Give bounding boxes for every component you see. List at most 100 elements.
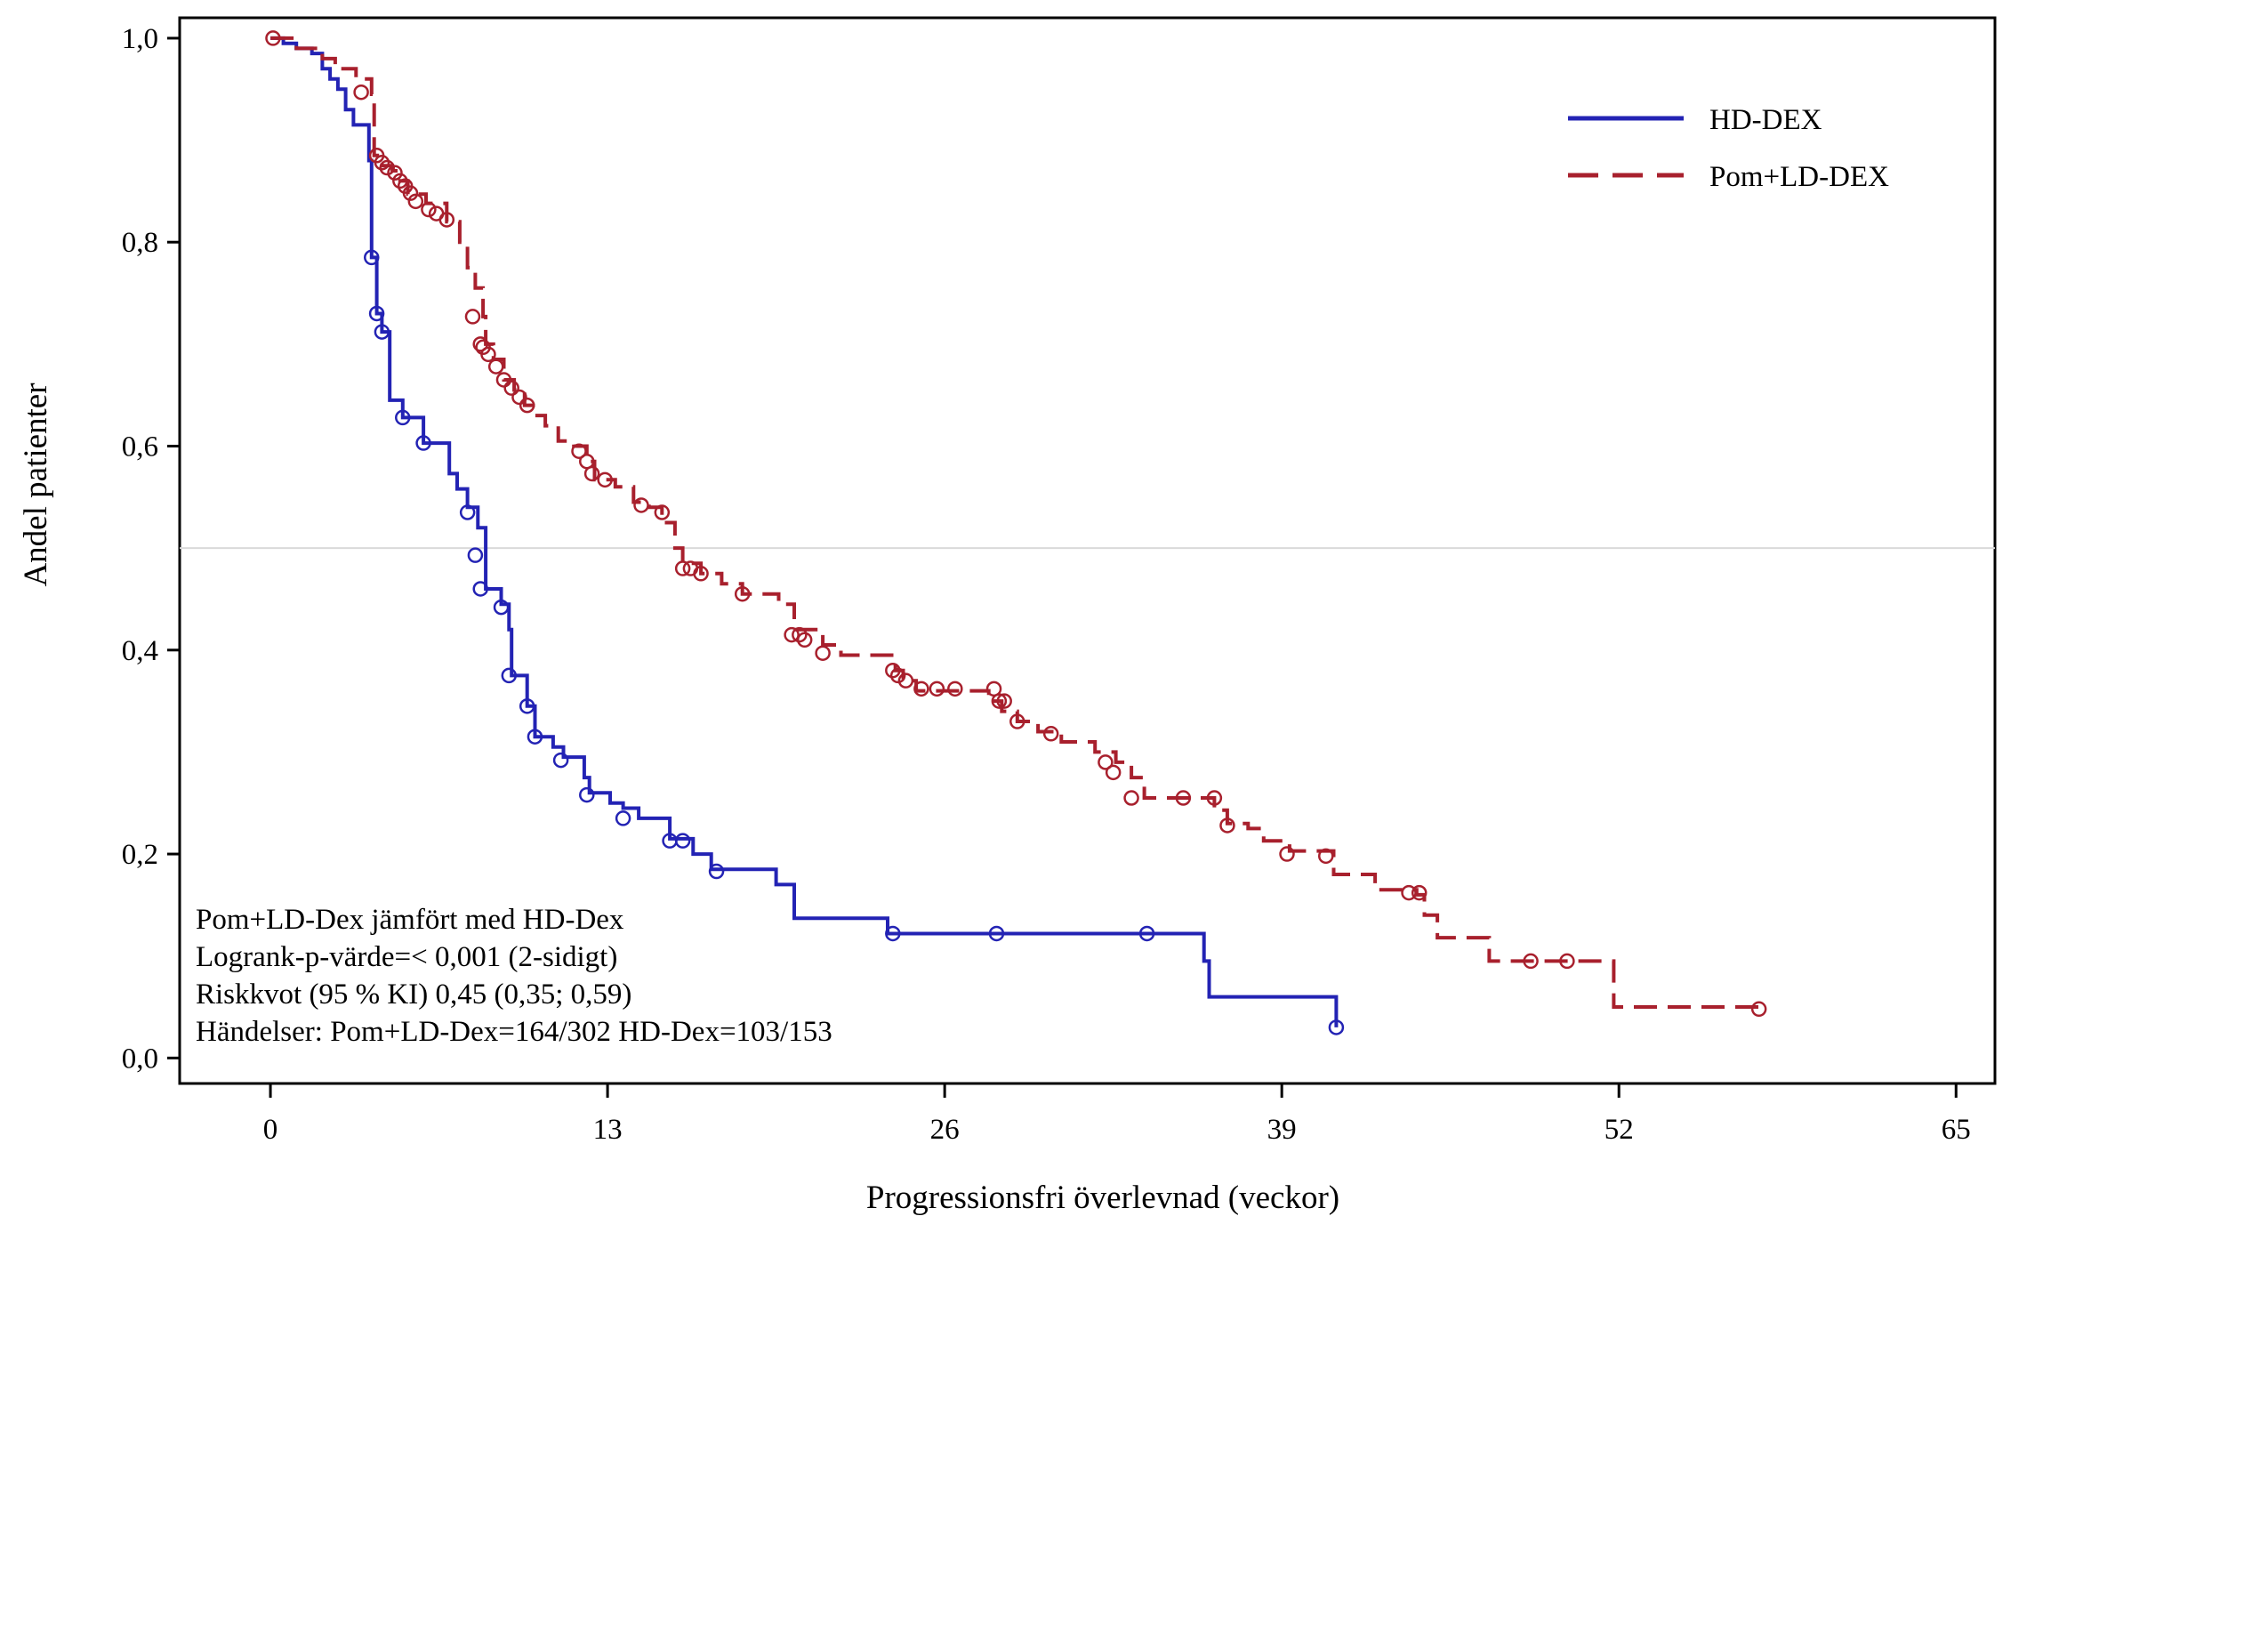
censor-marker-pom-ld-dex: [1206, 790, 1223, 806]
censor-marker-hd-dex: [467, 547, 484, 563]
x-tick-label: 0: [263, 1114, 278, 1146]
censor-marker-pom-ld-dex: [407, 193, 424, 210]
censor-marker-pom-ld-dex: [674, 560, 691, 576]
y-tick-label: 1,0: [122, 23, 158, 55]
censor-marker-pom-ld-dex: [1175, 790, 1192, 806]
censor-marker-pom-ld-dex: [734, 585, 751, 602]
censor-marker-hd-dex: [1138, 925, 1155, 942]
censor-marker-pom-ld-dex: [487, 358, 504, 375]
annotation-events: Händelser: Pom+LD-Dex=164/302 HD-Dex=103…: [196, 1016, 832, 1048]
censor-marker-pom-ld-dex: [1098, 754, 1114, 770]
censor-marker-pom-ld-dex: [792, 626, 808, 643]
censor-marker-pom-ld-dex: [889, 667, 906, 684]
censor-marker-pom-ld-dex: [503, 380, 519, 396]
legend-label-pom-ld-dex: Pom+LD-DEX: [1709, 161, 1889, 193]
censor-marker-pom-ld-dex: [438, 212, 455, 228]
censor-marker-pom-ld-dex: [991, 693, 1008, 709]
censor-marker-pom-ld-dex: [815, 645, 831, 661]
censor-marker-pom-ld-dex: [1105, 764, 1122, 781]
y-tick-label: 0,4: [122, 635, 158, 667]
censor-marker-pom-ld-dex: [654, 504, 671, 520]
censor-marker-pom-ld-dex: [379, 159, 396, 176]
series-line-hd-dex: [270, 36, 1339, 1027]
censor-marker-pom-ld-dex: [392, 173, 408, 189]
censor-marker-hd-dex: [1328, 1019, 1345, 1035]
censor-marker-hd-dex: [374, 324, 390, 340]
censor-marker-pom-ld-dex: [353, 84, 369, 101]
censor-marker-pom-ld-dex: [1401, 884, 1417, 901]
censor-marker-pom-ld-dex: [374, 155, 390, 171]
y-tick-label: 0,8: [122, 227, 158, 259]
annotation-logrank: Logrank-p-värde=< 0,001 (2-sidigt): [196, 941, 617, 973]
censor-marker-pom-ld-dex: [495, 372, 512, 388]
x-tick-label: 65: [1942, 1114, 1971, 1146]
censor-marker-pom-ld-dex: [1042, 726, 1059, 742]
annotation-hazard-ratio: Riskkvot (95 % KI) 0,45 (0,35; 0,59): [196, 979, 631, 1011]
censor-marker-pom-ld-dex: [913, 681, 929, 697]
censor-marker-hd-dex: [472, 581, 488, 597]
censor-marker-pom-ld-dex: [1411, 884, 1428, 901]
censor-marker-hd-dex: [579, 786, 595, 803]
y-tick-label: 0,0: [122, 1043, 158, 1075]
censor-marker-hd-dex: [501, 667, 518, 684]
legend: HD-DEX Pom+LD-DEX: [1568, 104, 1889, 193]
censor-marker-pom-ld-dex: [693, 566, 709, 582]
censor-marker-pom-ld-dex: [1219, 818, 1235, 834]
y-tick-label: 0,2: [122, 839, 158, 871]
series-line-pom-ld-dex: [270, 36, 1761, 1010]
censor-marker-pom-ld-dex: [519, 397, 535, 414]
censor-marker-pom-ld-dex: [511, 389, 527, 406]
censor-marker-hd-dex: [527, 729, 543, 745]
x-axis-title: Progressionsfri överlevnad (veckor): [866, 1180, 1339, 1216]
censor-marker-pom-ld-dex: [583, 465, 600, 482]
censor-marker-pom-ld-dex: [633, 497, 649, 513]
x-tick-label: 26: [930, 1114, 960, 1146]
censor-marker-pom-ld-dex: [480, 346, 496, 363]
censor-marker-pom-ld-dex: [1009, 713, 1025, 729]
y-tick-label: 0,6: [122, 431, 158, 463]
censor-marker-pom-ld-dex: [1279, 846, 1295, 862]
statistics-annotation: Pom+LD-Dex jämfört med HD-Dex Logrank-p-…: [196, 904, 832, 1048]
censor-marker-hd-dex: [415, 435, 431, 451]
censor-marker-pom-ld-dex: [597, 471, 613, 488]
censor-marker-hd-dex: [988, 925, 1005, 942]
censor-marker-pom-ld-dex: [1559, 953, 1575, 970]
censor-marker-pom-ld-dex: [402, 185, 419, 201]
censor-marker-pom-ld-dex: [265, 30, 281, 46]
censor-marker-hd-dex: [615, 810, 631, 826]
censor-marker-pom-ld-dex: [1317, 848, 1334, 865]
censor-marker-pom-ld-dex: [929, 681, 945, 697]
censor-marker-hd-dex: [368, 305, 385, 322]
x-tick-label: 52: [1604, 1114, 1634, 1146]
censor-marker-hd-dex: [395, 409, 411, 426]
censor-marker-hd-dex: [708, 863, 725, 880]
censor-marker-pom-ld-dex: [387, 165, 403, 181]
x-axis: 0 13 26 39 52 65: [263, 1083, 1971, 1146]
censor-marker-pom-ld-dex: [796, 632, 813, 648]
censor-marker-hd-dex: [519, 698, 535, 714]
censor-marker-hd-dex: [364, 249, 380, 266]
censor-marker-pom-ld-dex: [464, 309, 481, 325]
censor-marker-hd-dex: [493, 599, 510, 616]
censor-marker-hd-dex: [674, 833, 691, 849]
x-tick-label: 39: [1267, 1114, 1297, 1146]
censor-marker-pom-ld-dex: [1523, 953, 1539, 970]
censor-marker-pom-ld-dex: [472, 336, 488, 352]
censor-marker-pom-ld-dex: [885, 662, 901, 679]
y-axis: 0,0 0,2 0,4 0,6 0,8 1,0: [122, 23, 180, 1075]
annotation-comparison: Pom+LD-Dex jämfört med HD-Dex: [196, 904, 624, 936]
censor-marker-hd-dex: [885, 925, 901, 942]
censor-marker-pom-ld-dex: [784, 626, 800, 643]
censor-marker-pom-ld-dex: [996, 693, 1012, 709]
censor-marker-pom-ld-dex: [1750, 1001, 1767, 1018]
censor-marker-hd-dex: [552, 752, 569, 769]
censor-marker-pom-ld-dex: [571, 443, 587, 459]
censor-marker-pom-ld-dex: [897, 673, 914, 689]
legend-label-hd-dex: HD-DEX: [1709, 104, 1822, 136]
x-tick-label: 13: [593, 1114, 623, 1146]
y-axis-title: Andel patienter: [18, 383, 54, 586]
censor-marker-pom-ld-dex: [947, 681, 963, 697]
plot-frame: [178, 16, 1997, 1085]
series-layer: [265, 30, 1767, 1035]
